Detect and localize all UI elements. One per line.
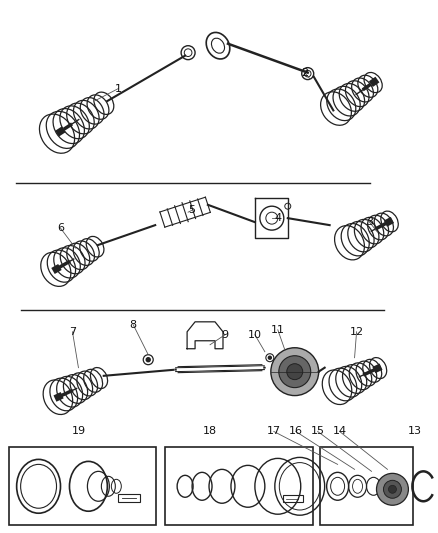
Text: 5: 5 [189,205,196,215]
Text: 3: 3 [366,217,373,227]
Text: 19: 19 [71,426,85,437]
Text: 4: 4 [274,213,281,223]
Circle shape [271,348,319,395]
Circle shape [279,356,311,387]
Text: 8: 8 [130,320,137,330]
Circle shape [268,356,271,359]
Text: 10: 10 [248,330,262,340]
Text: 7: 7 [69,327,76,337]
Bar [283,495,303,502]
Text: 9: 9 [222,330,229,340]
Text: 14: 14 [332,426,347,437]
Text: 18: 18 [203,426,217,437]
Circle shape [287,364,303,379]
Text: 15: 15 [311,426,325,437]
Circle shape [377,473,408,505]
Text: 11: 11 [271,325,285,335]
Text: 6: 6 [57,223,64,233]
Circle shape [146,358,150,362]
Bar [9,447,156,525]
Bar [165,447,313,525]
Circle shape [384,480,401,498]
Text: 1: 1 [115,84,122,94]
Text: 17: 17 [267,426,281,437]
Text: 13: 13 [407,426,421,437]
Text: 2: 2 [301,68,308,78]
Text: 12: 12 [350,327,364,337]
Bar [118,494,140,502]
Circle shape [389,486,396,493]
Text: 16: 16 [289,426,303,437]
Bar [320,447,413,525]
